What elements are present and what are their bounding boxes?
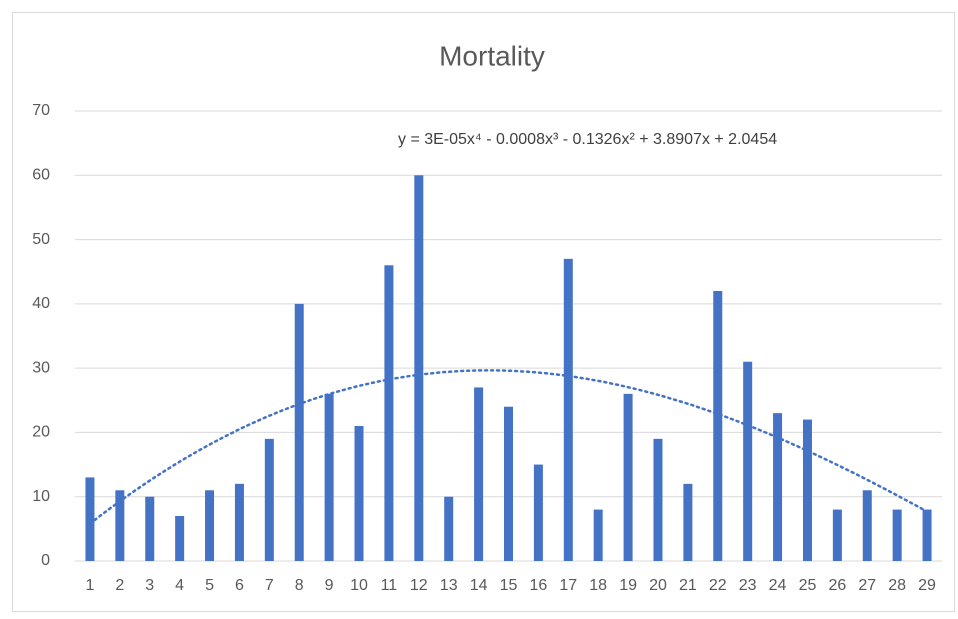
bar <box>414 175 424 562</box>
bar <box>533 464 543 561</box>
x-tick-label: 5 <box>205 577 214 594</box>
bar <box>862 490 872 561</box>
bar <box>653 438 663 561</box>
bar <box>832 509 842 561</box>
x-tick-label: 4 <box>175 577 184 594</box>
bar <box>324 393 334 561</box>
trendline-equation: y = 3E-05x⁴ - 0.0008x³ - 0.1326x² + 3.89… <box>398 131 777 148</box>
x-tick-label: 16 <box>529 577 547 594</box>
x-tick-label: 6 <box>235 577 244 594</box>
bar <box>623 393 633 561</box>
y-tick-label: 40 <box>32 295 50 312</box>
bar <box>115 490 125 561</box>
x-tick-label: 10 <box>350 577 368 594</box>
bar <box>892 509 902 561</box>
bar <box>593 509 603 561</box>
bar <box>474 387 484 561</box>
x-tick-label: 23 <box>739 577 757 594</box>
bar <box>264 438 274 561</box>
x-tick-label: 25 <box>799 577 817 594</box>
x-tick-label: 22 <box>709 577 727 594</box>
bar <box>444 496 454 561</box>
x-tick-label: 27 <box>858 577 876 594</box>
x-tick-label: 26 <box>828 577 846 594</box>
x-tick-label: 12 <box>410 577 428 594</box>
bar <box>773 413 783 561</box>
y-tick-label: 30 <box>32 359 50 376</box>
bar <box>234 483 244 561</box>
x-tick-label: 11 <box>381 577 398 594</box>
bar <box>683 483 693 561</box>
x-tick-label: 1 <box>85 577 94 594</box>
x-tick-label: 7 <box>265 577 274 594</box>
bar <box>175 516 185 561</box>
chart-border <box>12 12 955 612</box>
y-tick-label: 20 <box>32 424 50 441</box>
x-tick-label: 9 <box>325 577 334 594</box>
bar <box>85 477 95 561</box>
chart-title: Mortality <box>439 40 545 71</box>
x-tick-label: 21 <box>679 577 697 594</box>
x-tick-label: 17 <box>559 577 577 594</box>
y-tick-label: 10 <box>32 488 50 505</box>
y-tick-label: 70 <box>32 102 50 119</box>
bar <box>743 361 753 561</box>
x-tick-label: 19 <box>619 577 637 594</box>
bar <box>504 406 513 561</box>
bar <box>713 291 723 561</box>
x-tick-label: 15 <box>500 577 518 594</box>
bar <box>205 490 215 561</box>
y-tick-label: 60 <box>32 167 50 184</box>
trendline <box>88 369 929 525</box>
x-tick-label: 2 <box>115 577 124 594</box>
bar <box>294 303 304 561</box>
bar <box>563 258 573 561</box>
x-tick-label: 18 <box>589 577 607 594</box>
x-tick-label: 29 <box>918 577 936 594</box>
bar <box>384 265 394 561</box>
x-tick-label: 28 <box>888 577 906 594</box>
bar <box>802 419 812 561</box>
y-tick-label: 0 <box>41 552 50 569</box>
bar <box>354 426 364 561</box>
x-tick-label: 14 <box>470 577 488 594</box>
bar <box>922 509 932 561</box>
x-tick-label: 24 <box>769 577 787 594</box>
bar <box>145 496 155 561</box>
x-tick-label: 3 <box>145 577 154 594</box>
x-tick-label: 20 <box>649 577 667 594</box>
x-tick-label: 13 <box>440 577 458 594</box>
y-tick-label: 50 <box>32 231 50 248</box>
x-tick-label: 8 <box>295 577 304 594</box>
